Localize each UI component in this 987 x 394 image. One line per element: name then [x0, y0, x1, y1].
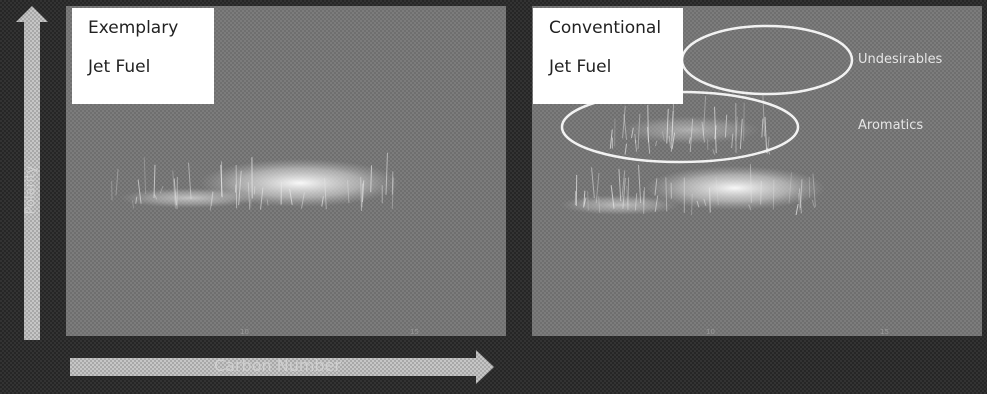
- label-exemplary-line2: Jet Fuel: [88, 59, 204, 76]
- x-tick-left-2: 15: [410, 328, 419, 336]
- label-conventional-jet-fuel: Conventional Jet Fuel: [533, 8, 683, 104]
- peak-line: [761, 181, 762, 204]
- x-tick-left-1: 10: [240, 328, 249, 336]
- peak-line: [710, 188, 711, 213]
- label-conventional-line1: Conventional: [549, 20, 673, 37]
- y-axis-label: Polarity: [24, 166, 39, 215]
- x-axis-label: Carbon Number: [70, 356, 485, 375]
- label-exemplary-line1: Exemplary: [88, 20, 204, 37]
- label-exemplary-jet-fuel: Exemplary Jet Fuel: [72, 8, 214, 104]
- annotation-undesirables: Undesirables: [858, 52, 942, 67]
- label-conventional-line2: Jet Fuel: [549, 59, 673, 76]
- annotation-aromatics: Aromatics: [858, 118, 923, 133]
- peak-line: [744, 103, 745, 142]
- peak-line: [628, 178, 629, 210]
- x-tick-right-1: 10: [706, 328, 715, 336]
- peak-line: [254, 186, 255, 194]
- x-tick-right-2: 15: [880, 328, 889, 336]
- peak-line: [588, 191, 589, 210]
- peak-line: [773, 180, 774, 210]
